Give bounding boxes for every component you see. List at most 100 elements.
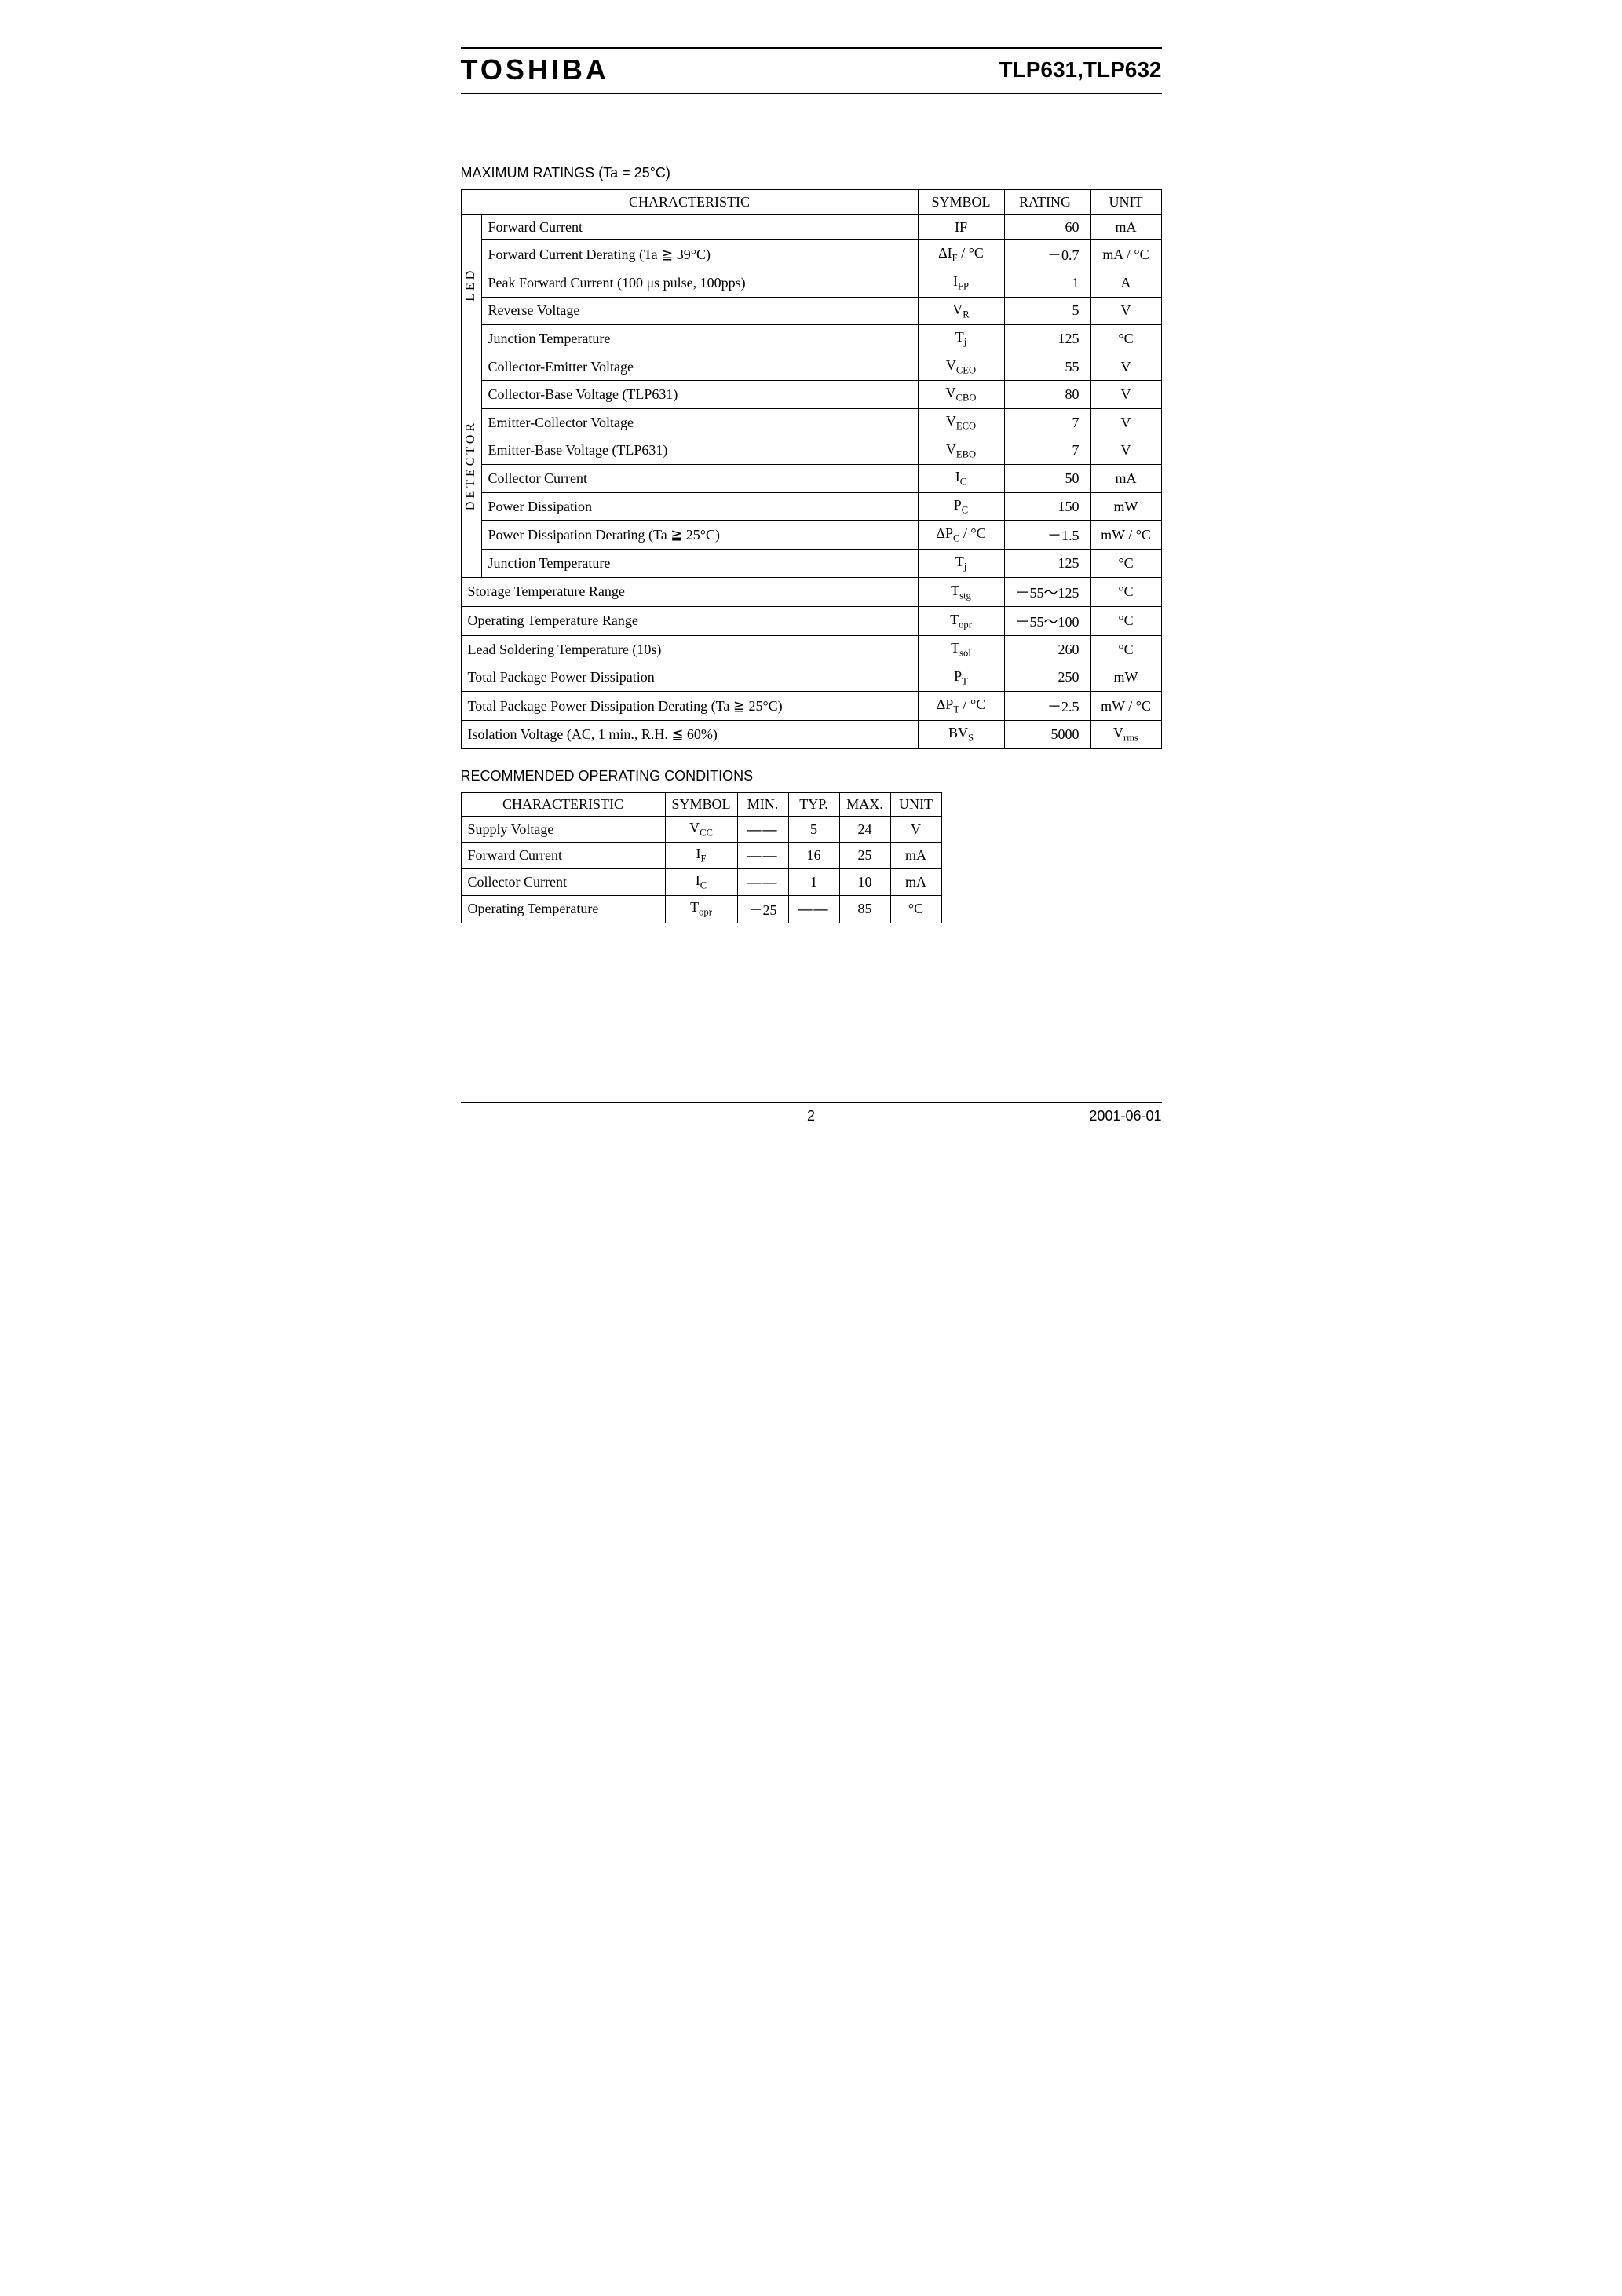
cell-symbol: Tstg — [918, 577, 1004, 606]
table-row: Total Package Power Dissipation Derating… — [461, 692, 1161, 721]
recommended-operating-conditions-table: CHARACTERISTIC SYMBOL MIN. TYP. MAX. UNI… — [461, 792, 942, 923]
cell-max: 10 — [839, 868, 890, 895]
cell-characteristic: Storage Temperature Range — [461, 577, 918, 606]
cell-unit: mW — [1090, 492, 1161, 521]
cell-typ: ―― — [788, 895, 839, 923]
section-title-roc: RECOMMENDED OPERATING CONDITIONS — [461, 768, 1162, 784]
cell-symbol: ΔPC / °C — [918, 521, 1004, 550]
table-body: Supply VoltageVCC――524VForward CurrentIF… — [461, 816, 941, 923]
cell-rating: 55 — [1004, 353, 1090, 381]
table-body: LEDForward CurrentIF60mAForward Current … — [461, 215, 1161, 749]
cell-characteristic: Power Dissipation Derating (Ta ≧ 25°C) — [481, 521, 918, 550]
cell-unit: V — [1090, 437, 1161, 465]
cell-rating: 80 — [1004, 381, 1090, 409]
table-row: LEDForward CurrentIF60mA — [461, 215, 1161, 240]
table-row: Power DissipationPC150mW — [461, 492, 1161, 521]
top-rule — [461, 47, 1162, 49]
cell-symbol: IC — [918, 465, 1004, 493]
cell-characteristic: Collector-Base Voltage (TLP631) — [481, 381, 918, 409]
table-row: Supply VoltageVCC――524V — [461, 816, 941, 843]
cell-characteristic: Power Dissipation — [481, 492, 918, 521]
cell-symbol: IFP — [918, 269, 1004, 298]
cell-rating: 250 — [1004, 664, 1090, 692]
cell-symbol: Topr — [665, 895, 737, 923]
cell-symbol: Tsol — [918, 635, 1004, 664]
cell-unit: °C — [1090, 550, 1161, 578]
table-row: Emitter-Base Voltage (TLP631)VEBO7V — [461, 437, 1161, 465]
col-max: MAX. — [839, 792, 890, 816]
maximum-ratings-table: CHARACTERISTIC SYMBOL RATING UNIT LEDFor… — [461, 189, 1162, 749]
section-title-max-ratings: MAXIMUM RATINGS (Ta = 25°C) — [461, 165, 1162, 181]
cell-unit: °C — [890, 895, 941, 923]
cell-max: 24 — [839, 816, 890, 843]
cell-unit: °C — [1090, 635, 1161, 664]
cell-rating: 125 — [1004, 550, 1090, 578]
datasheet-page: TOSHIBA TLP631,TLP632 MAXIMUM RATINGS (T… — [406, 0, 1217, 1148]
cell-characteristic: Total Package Power Dissipation Derating… — [461, 692, 918, 721]
table-row: Peak Forward Current (100 μs pulse, 100p… — [461, 269, 1161, 298]
cell-min: ―― — [737, 816, 788, 843]
cell-symbol: Tj — [918, 550, 1004, 578]
table-row: DETECTORCollector-Emitter VoltageVCEO55V — [461, 353, 1161, 381]
table-row: Collector-Base Voltage (TLP631)VCBO80V — [461, 381, 1161, 409]
cell-symbol: VECO — [918, 408, 1004, 437]
cell-rating: 5000 — [1004, 721, 1090, 749]
cell-unit: V — [1090, 353, 1161, 381]
cell-characteristic: Collector-Emitter Voltage — [481, 353, 918, 381]
cell-unit: mA — [890, 868, 941, 895]
cell-symbol: ΔIF / °C — [918, 240, 1004, 269]
cell-symbol: PC — [918, 492, 1004, 521]
table-row: Collector CurrentIC50mA — [461, 465, 1161, 493]
cell-rating: －55～125 — [1004, 577, 1090, 606]
cell-characteristic: Collector Current — [461, 868, 665, 895]
table-row: Operating Temperature RangeTopr－55～100°C — [461, 606, 1161, 635]
cell-characteristic: Collector Current — [481, 465, 918, 493]
cell-characteristic: Operating Temperature — [461, 895, 665, 923]
cell-characteristic: Forward Current — [461, 843, 665, 869]
cell-unit: mW / °C — [1090, 521, 1161, 550]
table-header-row: CHARACTERISTIC SYMBOL RATING UNIT — [461, 190, 1161, 215]
cell-symbol: VCC — [665, 816, 737, 843]
cell-min: －25 — [737, 895, 788, 923]
cell-rating: －1.5 — [1004, 521, 1090, 550]
cell-characteristic: Lead Soldering Temperature (10s) — [461, 635, 918, 664]
cell-max: 25 — [839, 843, 890, 869]
table-head: CHARACTERISTIC SYMBOL MIN. TYP. MAX. UNI… — [461, 792, 941, 816]
cell-typ: 16 — [788, 843, 839, 869]
cell-symbol: Topr — [918, 606, 1004, 635]
col-symbol: SYMBOL — [665, 792, 737, 816]
cell-min: ―― — [737, 868, 788, 895]
table-row: Junction TemperatureTj125°C — [461, 550, 1161, 578]
col-characteristic: CHARACTERISTIC — [461, 190, 918, 215]
cell-min: ―― — [737, 843, 788, 869]
col-min: MIN. — [737, 792, 788, 816]
cell-characteristic: Total Package Power Dissipation — [461, 664, 918, 692]
cell-symbol: IF — [918, 215, 1004, 240]
cell-unit: mA / °C — [1090, 240, 1161, 269]
cell-symbol: Tj — [918, 325, 1004, 353]
table-head: CHARACTERISTIC SYMBOL RATING UNIT — [461, 190, 1161, 215]
cell-characteristic: Junction Temperature — [481, 550, 918, 578]
cell-symbol: ΔPT / °C — [918, 692, 1004, 721]
table-row: Isolation Voltage (AC, 1 min., R.H. ≦ 60… — [461, 721, 1161, 749]
cell-rating: －55～100 — [1004, 606, 1090, 635]
table-row: Forward Current Derating (Ta ≧ 39°C)ΔIF … — [461, 240, 1161, 269]
cell-symbol: PT — [918, 664, 1004, 692]
table-row: Operating TemperatureTopr－25――85°C — [461, 895, 941, 923]
cell-typ: 1 — [788, 868, 839, 895]
cell-unit: mW — [1090, 664, 1161, 692]
cell-unit: A — [1090, 269, 1161, 298]
col-rating: RATING — [1004, 190, 1090, 215]
cell-symbol: IF — [665, 843, 737, 869]
cell-unit: V — [1090, 408, 1161, 437]
cell-symbol: VCBO — [918, 381, 1004, 409]
cell-rating: 150 — [1004, 492, 1090, 521]
cell-rating: 5 — [1004, 297, 1090, 325]
cell-characteristic: Forward Current Derating (Ta ≧ 39°C) — [481, 240, 918, 269]
cell-unit: V — [1090, 381, 1161, 409]
cell-unit: mA — [890, 843, 941, 869]
cell-typ: 5 — [788, 816, 839, 843]
cell-characteristic: Emitter-Base Voltage (TLP631) — [481, 437, 918, 465]
col-unit: UNIT — [1090, 190, 1161, 215]
cell-rating: －0.7 — [1004, 240, 1090, 269]
